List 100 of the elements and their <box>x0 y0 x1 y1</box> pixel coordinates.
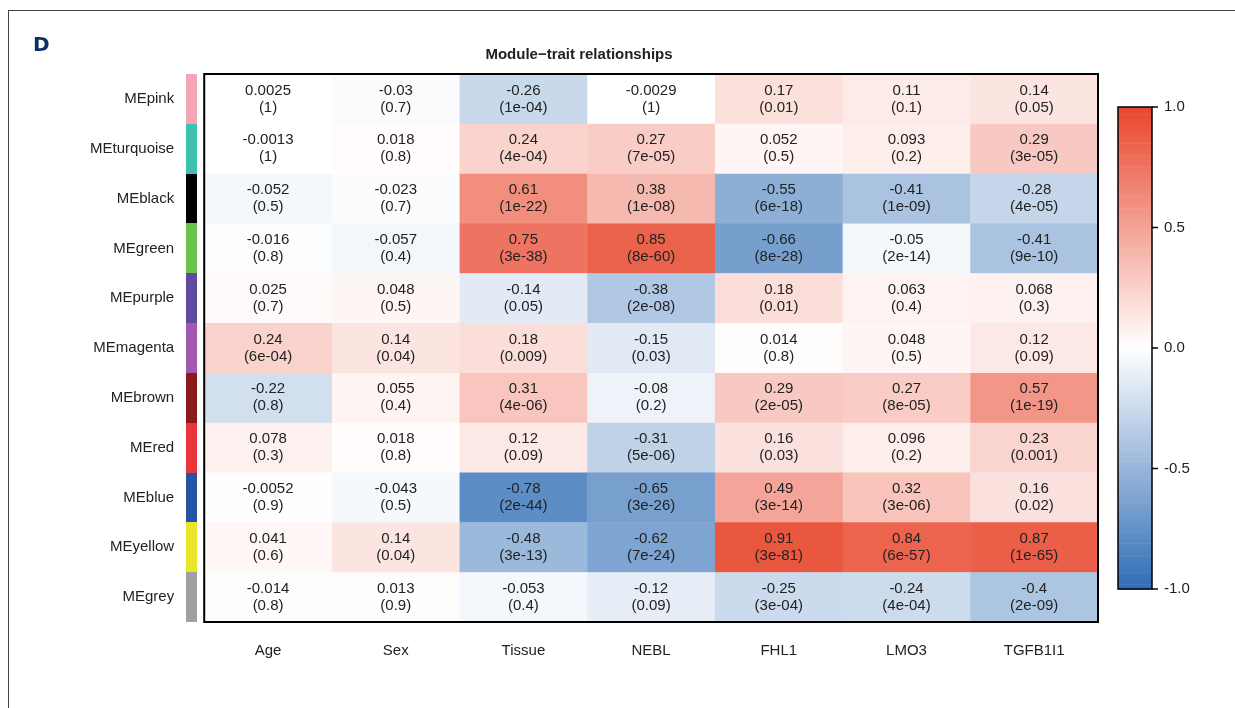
data-label: -0.0029 (1) <box>625 80 677 115</box>
data-label: -0.0052 (0.9) <box>242 479 294 514</box>
data-label: 0.27 (8e-05) <box>882 379 931 414</box>
data-label: 0.052 (0.5) <box>760 130 798 165</box>
text: D <box>33 32 50 56</box>
data-label: -0.023 (0.7) <box>374 180 418 215</box>
data-label: 0.24 (4e-04) <box>499 130 548 165</box>
data-label: -0.62 (7e-24) <box>626 528 676 563</box>
color-bar-label: 1.0 <box>1164 97 1185 115</box>
data-label: 0.29 (3e-05) <box>1009 130 1059 165</box>
data-label: 0.32 (3e-06) <box>882 479 931 514</box>
data-label: -0.053 (0.4) <box>502 578 545 613</box>
x-tick-label: TGFB1I1 <box>1003 641 1065 659</box>
data-label: -0.66 (8e-28) <box>754 230 803 264</box>
data-label: -0.55 (6e-18) <box>754 180 803 215</box>
y-tick-label: MEgrey <box>122 587 175 605</box>
y-tick-label: MEpurple <box>110 288 175 306</box>
data-label: -0.057 (0.4) <box>374 230 418 264</box>
data-label: 0.093 (0.2) <box>887 130 926 165</box>
data-label: 0.57 (1e-19) <box>1009 379 1059 414</box>
data-label: 0.18 (0.01) <box>759 279 799 314</box>
color-bar-label: 0.5 <box>1164 217 1185 235</box>
y-tick-label: MEbrown <box>110 387 175 405</box>
data-label: 0.23 (0.001) <box>1010 429 1058 464</box>
data-label: 0.0025 (1) <box>245 80 291 115</box>
chart-title: Module−trait relationships <box>485 45 673 63</box>
y-tick-label: MEblue <box>123 487 175 505</box>
data-label: 0.31 (4e-06) <box>499 379 548 414</box>
color-bar-label: -0.5 <box>1164 458 1190 476</box>
data-label: 0.91 (3e-81) <box>754 528 803 563</box>
data-label: -0.014 (0.8) <box>246 578 290 613</box>
data-label: 0.018 (0.8) <box>376 130 415 165</box>
data-label: 0.16 (0.02) <box>1014 479 1054 514</box>
data-label: 0.013 (0.9) <box>376 578 415 613</box>
data-label: -0.043 (0.5) <box>374 479 418 514</box>
data-label: -0.41 (1e-09) <box>882 180 931 215</box>
y-tick-label: MEyellow <box>110 537 175 555</box>
data-label: -0.14 (0.05) <box>503 279 544 314</box>
data-label: 0.041 (0.6) <box>249 528 287 563</box>
data-label: -0.15 (0.03) <box>631 329 671 364</box>
x-tick-label: NEBL <box>631 641 671 659</box>
data-label: -0.08 (0.2) <box>634 379 669 414</box>
data-label: 0.29 (2e-05) <box>754 379 803 414</box>
data-label: 0.014 (0.8) <box>760 329 798 364</box>
data-label: 0.055 (0.4) <box>376 379 415 414</box>
data-label: -0.4 (2e-09) <box>1009 578 1059 613</box>
data-label: -0.31 (5e-06) <box>626 429 676 464</box>
data-label: 0.025 (0.7) <box>249 279 287 314</box>
data-label: 0.078 (0.3) <box>249 429 287 464</box>
data-label: 0.87 (1e-65) <box>1009 528 1059 563</box>
y-tick-label: MEturquoise <box>89 138 175 156</box>
x-tick-label: Sex <box>382 641 410 659</box>
x-tick-label: LMO3 <box>886 641 927 659</box>
data-label: -0.78 (2e-44) <box>499 479 548 514</box>
data-label: -0.03 (0.7) <box>378 80 413 115</box>
data-label: 0.61 (1e-22) <box>499 180 548 215</box>
data-label: 0.27 (7e-05) <box>626 130 676 165</box>
data-label: 0.75 (3e-38) <box>499 230 548 264</box>
data-label: 0.16 (0.03) <box>759 429 799 464</box>
data-label: 0.14 (0.04) <box>376 329 416 364</box>
y-tick-label: MEred <box>130 437 175 455</box>
data-label: 0.12 (0.09) <box>1014 329 1054 364</box>
data-label: 0.24 (6e-04) <box>243 329 293 364</box>
data-label: -0.65 (3e-26) <box>626 479 676 514</box>
data-label: -0.0013 (1) <box>242 130 294 165</box>
data-label: -0.25 (3e-04) <box>754 578 803 613</box>
x-tick-label: Tissue <box>501 641 546 659</box>
data-label: -0.38 (2e-08) <box>626 279 676 314</box>
data-label: 0.17 (0.01) <box>759 80 799 115</box>
x-tick-label: Age <box>254 641 282 659</box>
data-label: 0.096 (0.2) <box>887 429 926 464</box>
y-tick-label: MEblack <box>116 188 175 206</box>
data-label: -0.052 (0.5) <box>246 180 290 215</box>
data-label: 0.063 (0.4) <box>887 279 926 314</box>
data-label: 0.048 (0.5) <box>887 329 926 364</box>
data-label: 0.018 (0.8) <box>376 429 415 464</box>
data-label: 0.84 (6e-57) <box>882 528 931 563</box>
data-label: -0.05 (2e-14) <box>882 230 931 264</box>
x-tick-label: FHL1 <box>760 641 798 659</box>
data-label: 0.048 (0.5) <box>376 279 415 314</box>
data-label: -0.28 (4e-05) <box>1009 180 1059 215</box>
data-label: -0.016 (0.8) <box>246 230 290 264</box>
data-label: 0.49 (3e-14) <box>754 479 803 514</box>
data-label: 0.14 (0.04) <box>376 528 416 563</box>
color-bar-label: 0.0 <box>1164 338 1185 356</box>
data-label: -0.22 (0.8) <box>250 379 286 414</box>
data-label: 0.85 (8e-60) <box>626 230 676 264</box>
y-tick-label: MEmagenta <box>93 338 175 356</box>
y-tick-label: MEgreen <box>113 238 175 256</box>
data-label: -0.41 (9e-10) <box>1009 230 1059 264</box>
data-label: 0.38 (1e-08) <box>626 180 676 215</box>
data-label: -0.24 (4e-04) <box>882 578 931 613</box>
data-label: -0.26 (1e-04) <box>499 80 548 115</box>
data-label: 0.18 (0.009) <box>499 329 548 364</box>
data-label: 0.14 (0.05) <box>1014 80 1054 115</box>
y-tick-label: MEpink <box>124 89 175 107</box>
data-label: 0.11 (0.1) <box>891 80 922 115</box>
data-label: -0.48 (3e-13) <box>499 528 548 563</box>
data-label: 0.12 (0.09) <box>503 429 544 464</box>
data-label: 0.068 (0.3) <box>1015 279 1053 314</box>
